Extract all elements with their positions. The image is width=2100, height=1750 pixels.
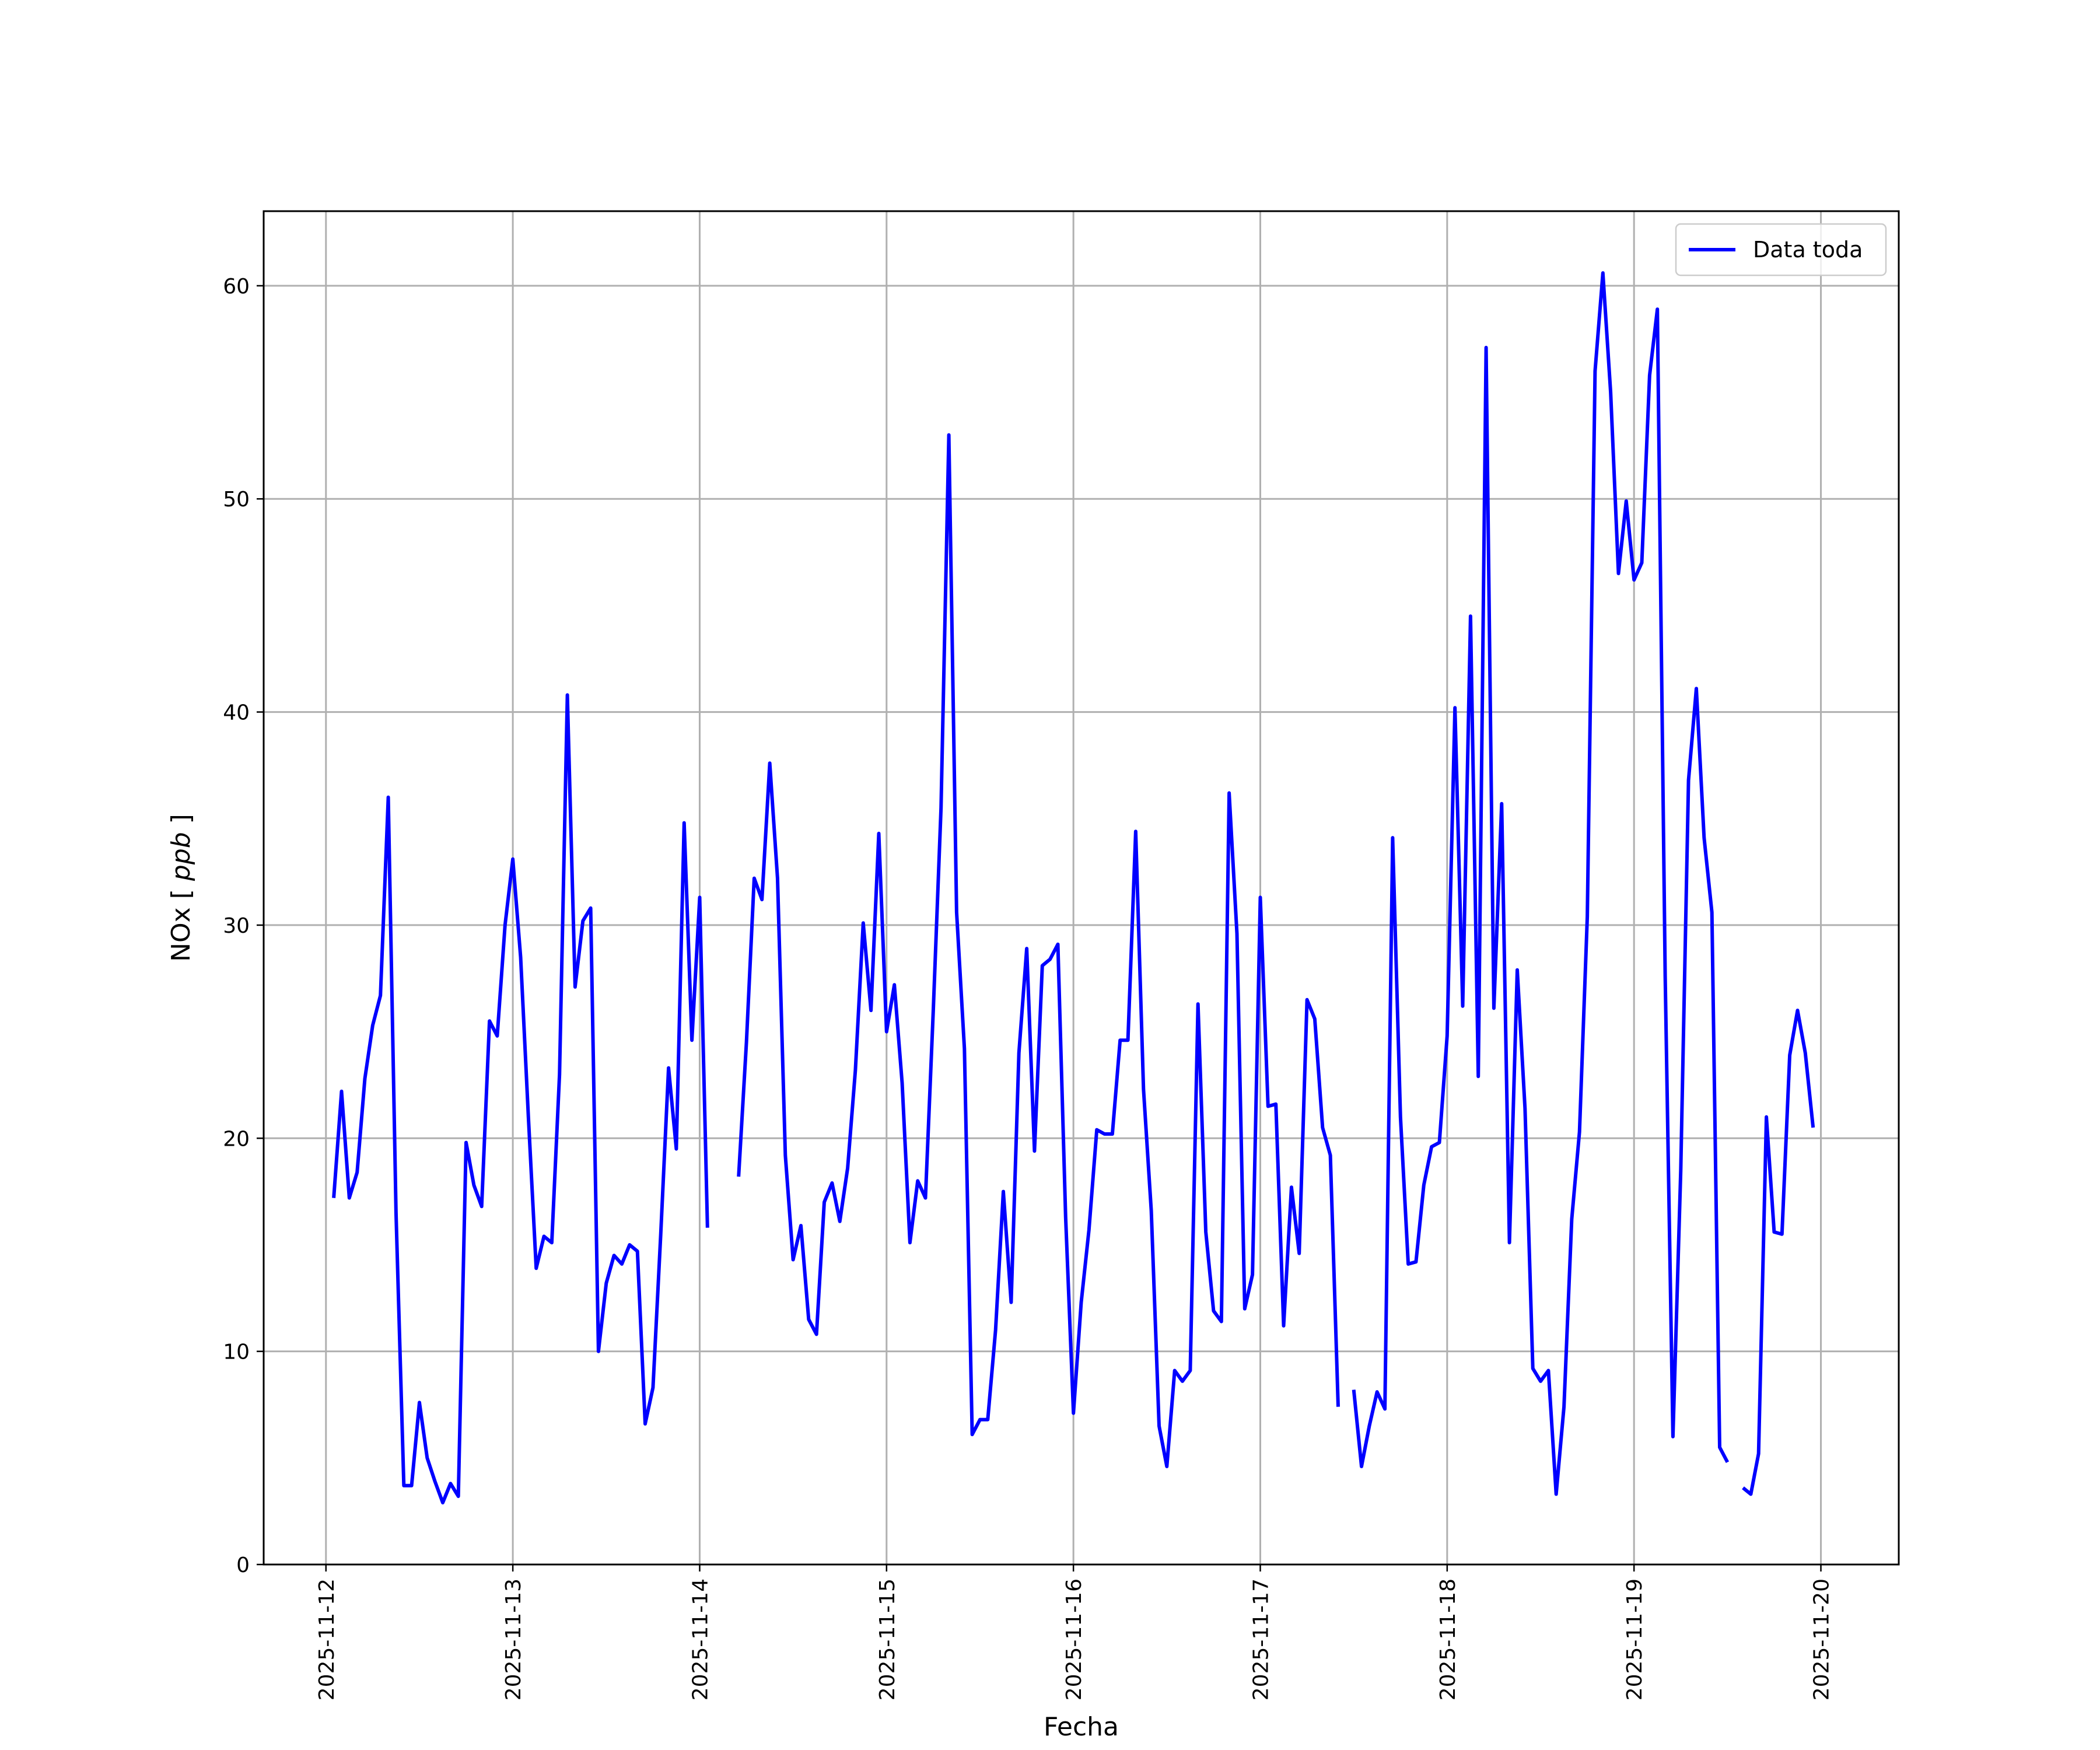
y-tick-label: 30	[223, 914, 250, 938]
y-axis-label-bracket-close: ]	[166, 814, 196, 824]
x-tick-label: 2025-11-14	[688, 1578, 712, 1700]
x-tick-label: 2025-11-16	[1062, 1578, 1086, 1700]
series-group	[332, 271, 1815, 1504]
x-tick-label: 2025-11-15	[876, 1578, 900, 1700]
y-tick-label: 10	[223, 1340, 250, 1364]
legend-label: Data toda	[1753, 237, 1863, 262]
series-line-segment	[332, 693, 709, 1504]
x-tick-label: 2025-11-12	[315, 1578, 339, 1700]
y-tick-label: 20	[223, 1127, 250, 1151]
series-line-segment	[1742, 1009, 1815, 1496]
grid	[264, 211, 1899, 1566]
x-tick-label: 2025-11-13	[502, 1578, 526, 1700]
legend-box	[1675, 223, 1887, 276]
series-line-segment	[737, 433, 1340, 1468]
y-axis-label-unit: ppb	[166, 832, 196, 881]
x-axis-label: Fecha	[1044, 1712, 1119, 1742]
x-tick-label: 2025-11-20	[1810, 1578, 1834, 1700]
x-tick-label: 2025-11-18	[1436, 1578, 1460, 1700]
y-axis-label: NOx [ ppb ]	[166, 814, 196, 962]
y-tick-label: 0	[236, 1553, 250, 1577]
y-tick-label: 50	[223, 488, 250, 512]
y-axis-label-bracket-open: [	[166, 889, 196, 899]
plot-area	[262, 210, 1900, 1566]
y-tick-label: 60	[223, 275, 250, 299]
series-line-segment	[1352, 271, 1730, 1496]
x-tick-label: 2025-11-17	[1249, 1578, 1273, 1700]
x-tick-label: 2025-11-19	[1623, 1578, 1647, 1700]
y-axis-label-main: NOx	[166, 907, 196, 962]
ticks: 0 10 20 30 40 50 60 2025-11-12 2025-11-13 2025-11…	[223, 275, 1833, 1700]
y-tick-label: 40	[223, 701, 250, 725]
legend: Data toda	[1675, 223, 1887, 276]
